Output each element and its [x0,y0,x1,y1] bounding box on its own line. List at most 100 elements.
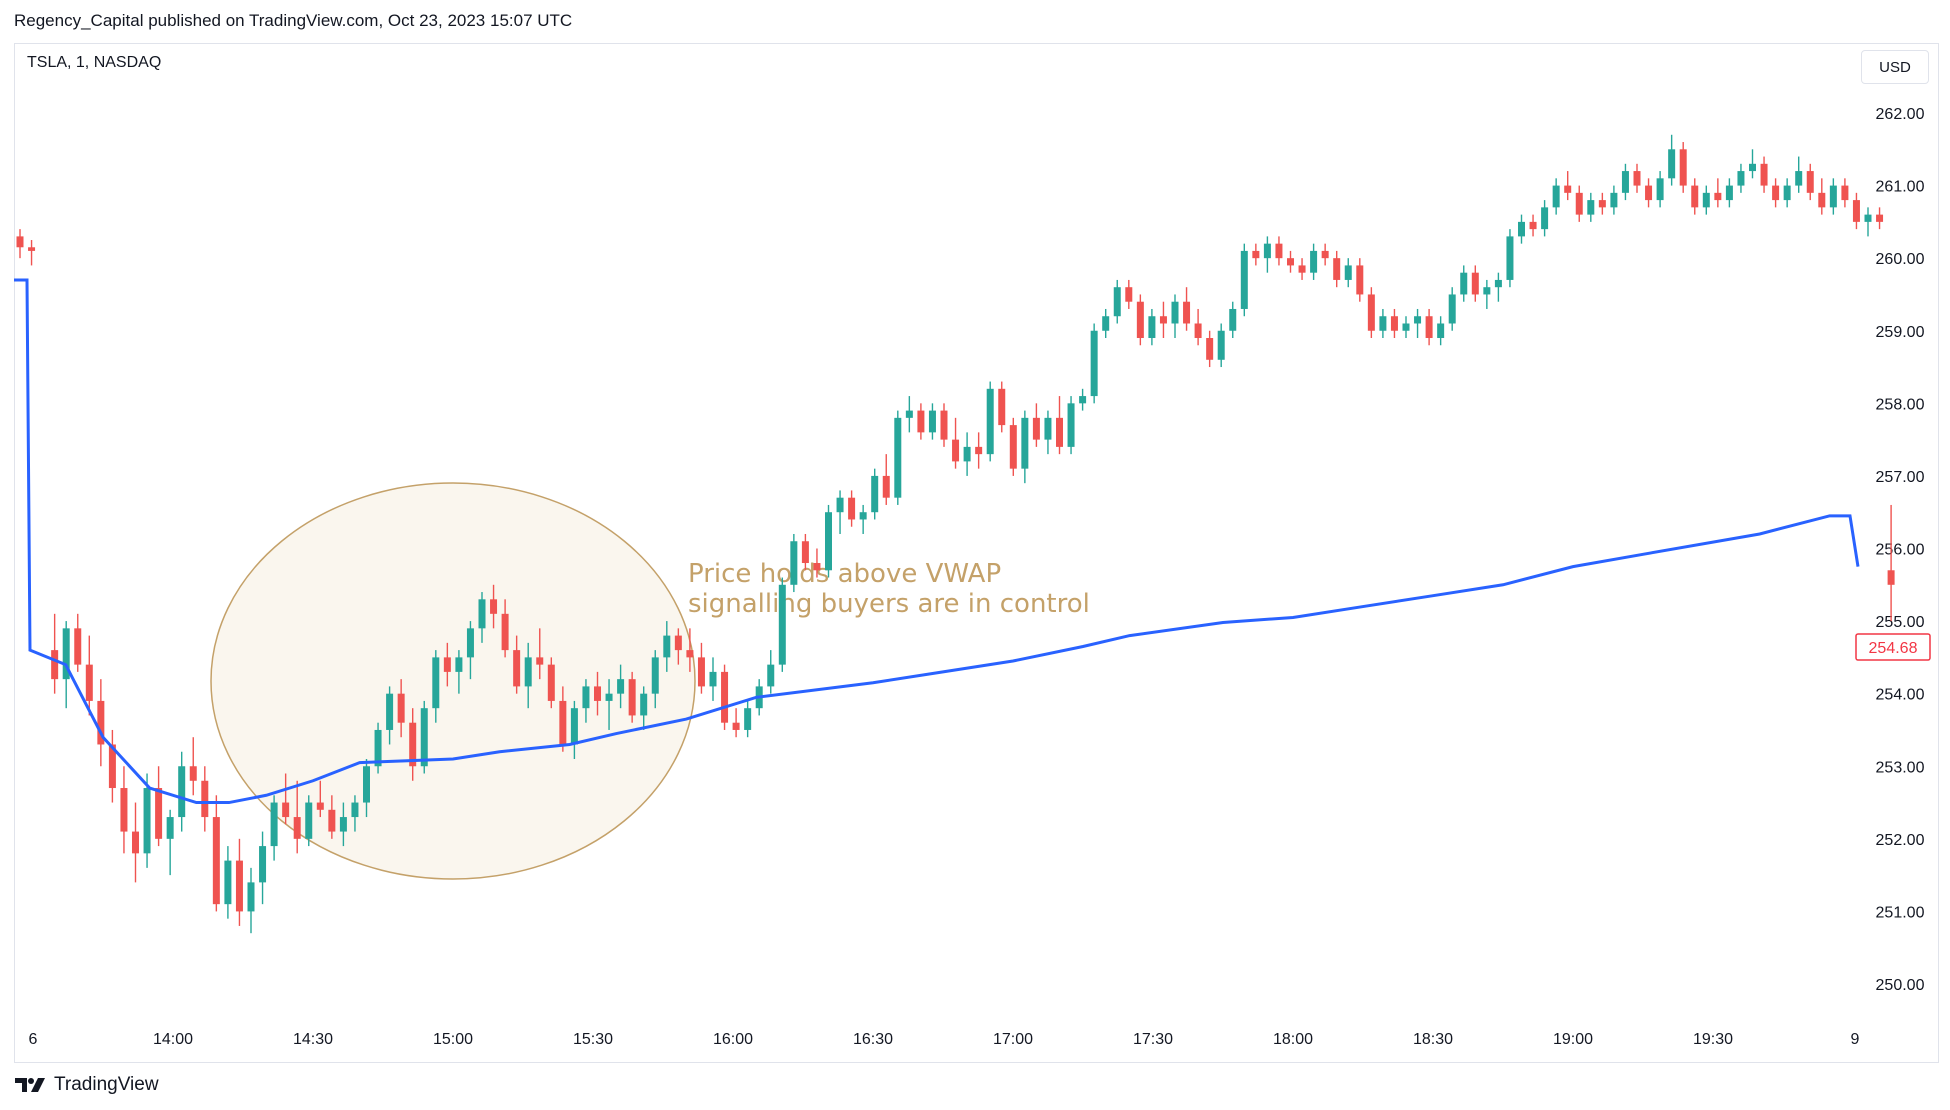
candle [1171,294,1179,339]
candle-body [409,722,417,767]
candle-body [339,817,347,832]
candle-body [1229,308,1237,331]
candle-body [547,664,555,701]
candle-body [1414,316,1422,324]
candle [859,504,867,534]
candle [1818,178,1826,215]
candle-body [270,802,278,847]
candle [1841,178,1849,208]
candle-body [1749,163,1756,172]
candle [894,410,902,505]
candle-body [732,722,740,730]
symbol-label[interactable]: TSLA, 1, NASDAQ [27,54,162,71]
candle-body [1240,250,1248,309]
candles [16,134,1895,934]
candle [686,628,694,672]
footer: TradingView [14,1074,159,1096]
candle [1483,279,1491,309]
candle-body [1298,265,1306,273]
candle-body [1737,171,1745,186]
candle [305,795,313,847]
candle [547,657,555,709]
candle-body [374,729,382,767]
candle-body [778,584,786,665]
candle-body [905,410,913,418]
candle [790,533,798,593]
candle-body [466,628,474,658]
candle-body [1806,171,1814,193]
candle [767,650,775,694]
candle [166,809,174,876]
candle [1102,308,1110,339]
currency-button[interactable]: USD [1861,50,1929,84]
candle-body [1194,323,1202,339]
candle-body [282,802,290,818]
x-tick-label: 15:00 [433,1031,473,1048]
candle-body [1864,214,1872,222]
candle-body [1287,258,1294,266]
x-tick-label: 14:00 [153,1031,193,1048]
candle [466,621,474,680]
candle [825,504,832,578]
candle-body [628,679,636,716]
candle-body [16,236,24,248]
candle-body [1402,323,1410,331]
candle [1610,185,1618,215]
candle-body [1379,316,1387,331]
chart-frame [14,43,1939,1063]
candle [640,686,648,730]
candle [975,432,983,469]
candle-body [247,882,255,912]
candle [628,671,636,723]
candle-body [1679,149,1687,186]
y-tick-label: 262.00 [1876,106,1925,123]
candle [917,403,925,440]
candle-body [871,475,879,513]
candle-body [524,657,532,687]
candle-body [397,693,405,723]
candle-body [443,657,451,672]
y-tick-label: 258.00 [1876,396,1925,413]
candle [801,533,809,571]
candle [85,635,93,716]
candle-body [1102,316,1110,331]
candle-body [1772,185,1780,201]
candle [1263,236,1271,273]
candle [1136,294,1144,346]
last-price-label: 254.68 [1855,633,1931,661]
candle [663,621,671,672]
candle [432,650,440,723]
annotation-line-2: signalling buyers are in control [688,589,1090,619]
candle-body [155,788,163,839]
candle [1737,163,1745,193]
candle-body [120,788,128,832]
candle [1541,200,1549,237]
candle [1113,279,1121,324]
candle-body [316,802,324,810]
candle-body [894,417,902,498]
candle-body [62,628,70,680]
candle-body [420,708,428,767]
candle-body [143,788,151,854]
y-tick-label: 261.00 [1876,179,1925,196]
candle-body [1079,396,1087,404]
candle [143,773,151,868]
candle [1471,265,1479,302]
candle-body [259,846,267,883]
candle [1806,163,1814,201]
candle-body [1610,192,1618,208]
candle-body [1760,163,1768,186]
candle-body [1367,294,1375,331]
candle [1564,171,1572,201]
candle [1148,308,1156,346]
candle [1668,134,1676,186]
candle [1414,308,1422,339]
candle-body [882,475,890,498]
y-tick-label: 250.00 [1876,977,1925,994]
candle [1876,207,1884,230]
candle-body [1310,250,1318,273]
candle [1887,504,1895,622]
candle-body [1852,200,1860,222]
candle-body [1437,323,1445,339]
